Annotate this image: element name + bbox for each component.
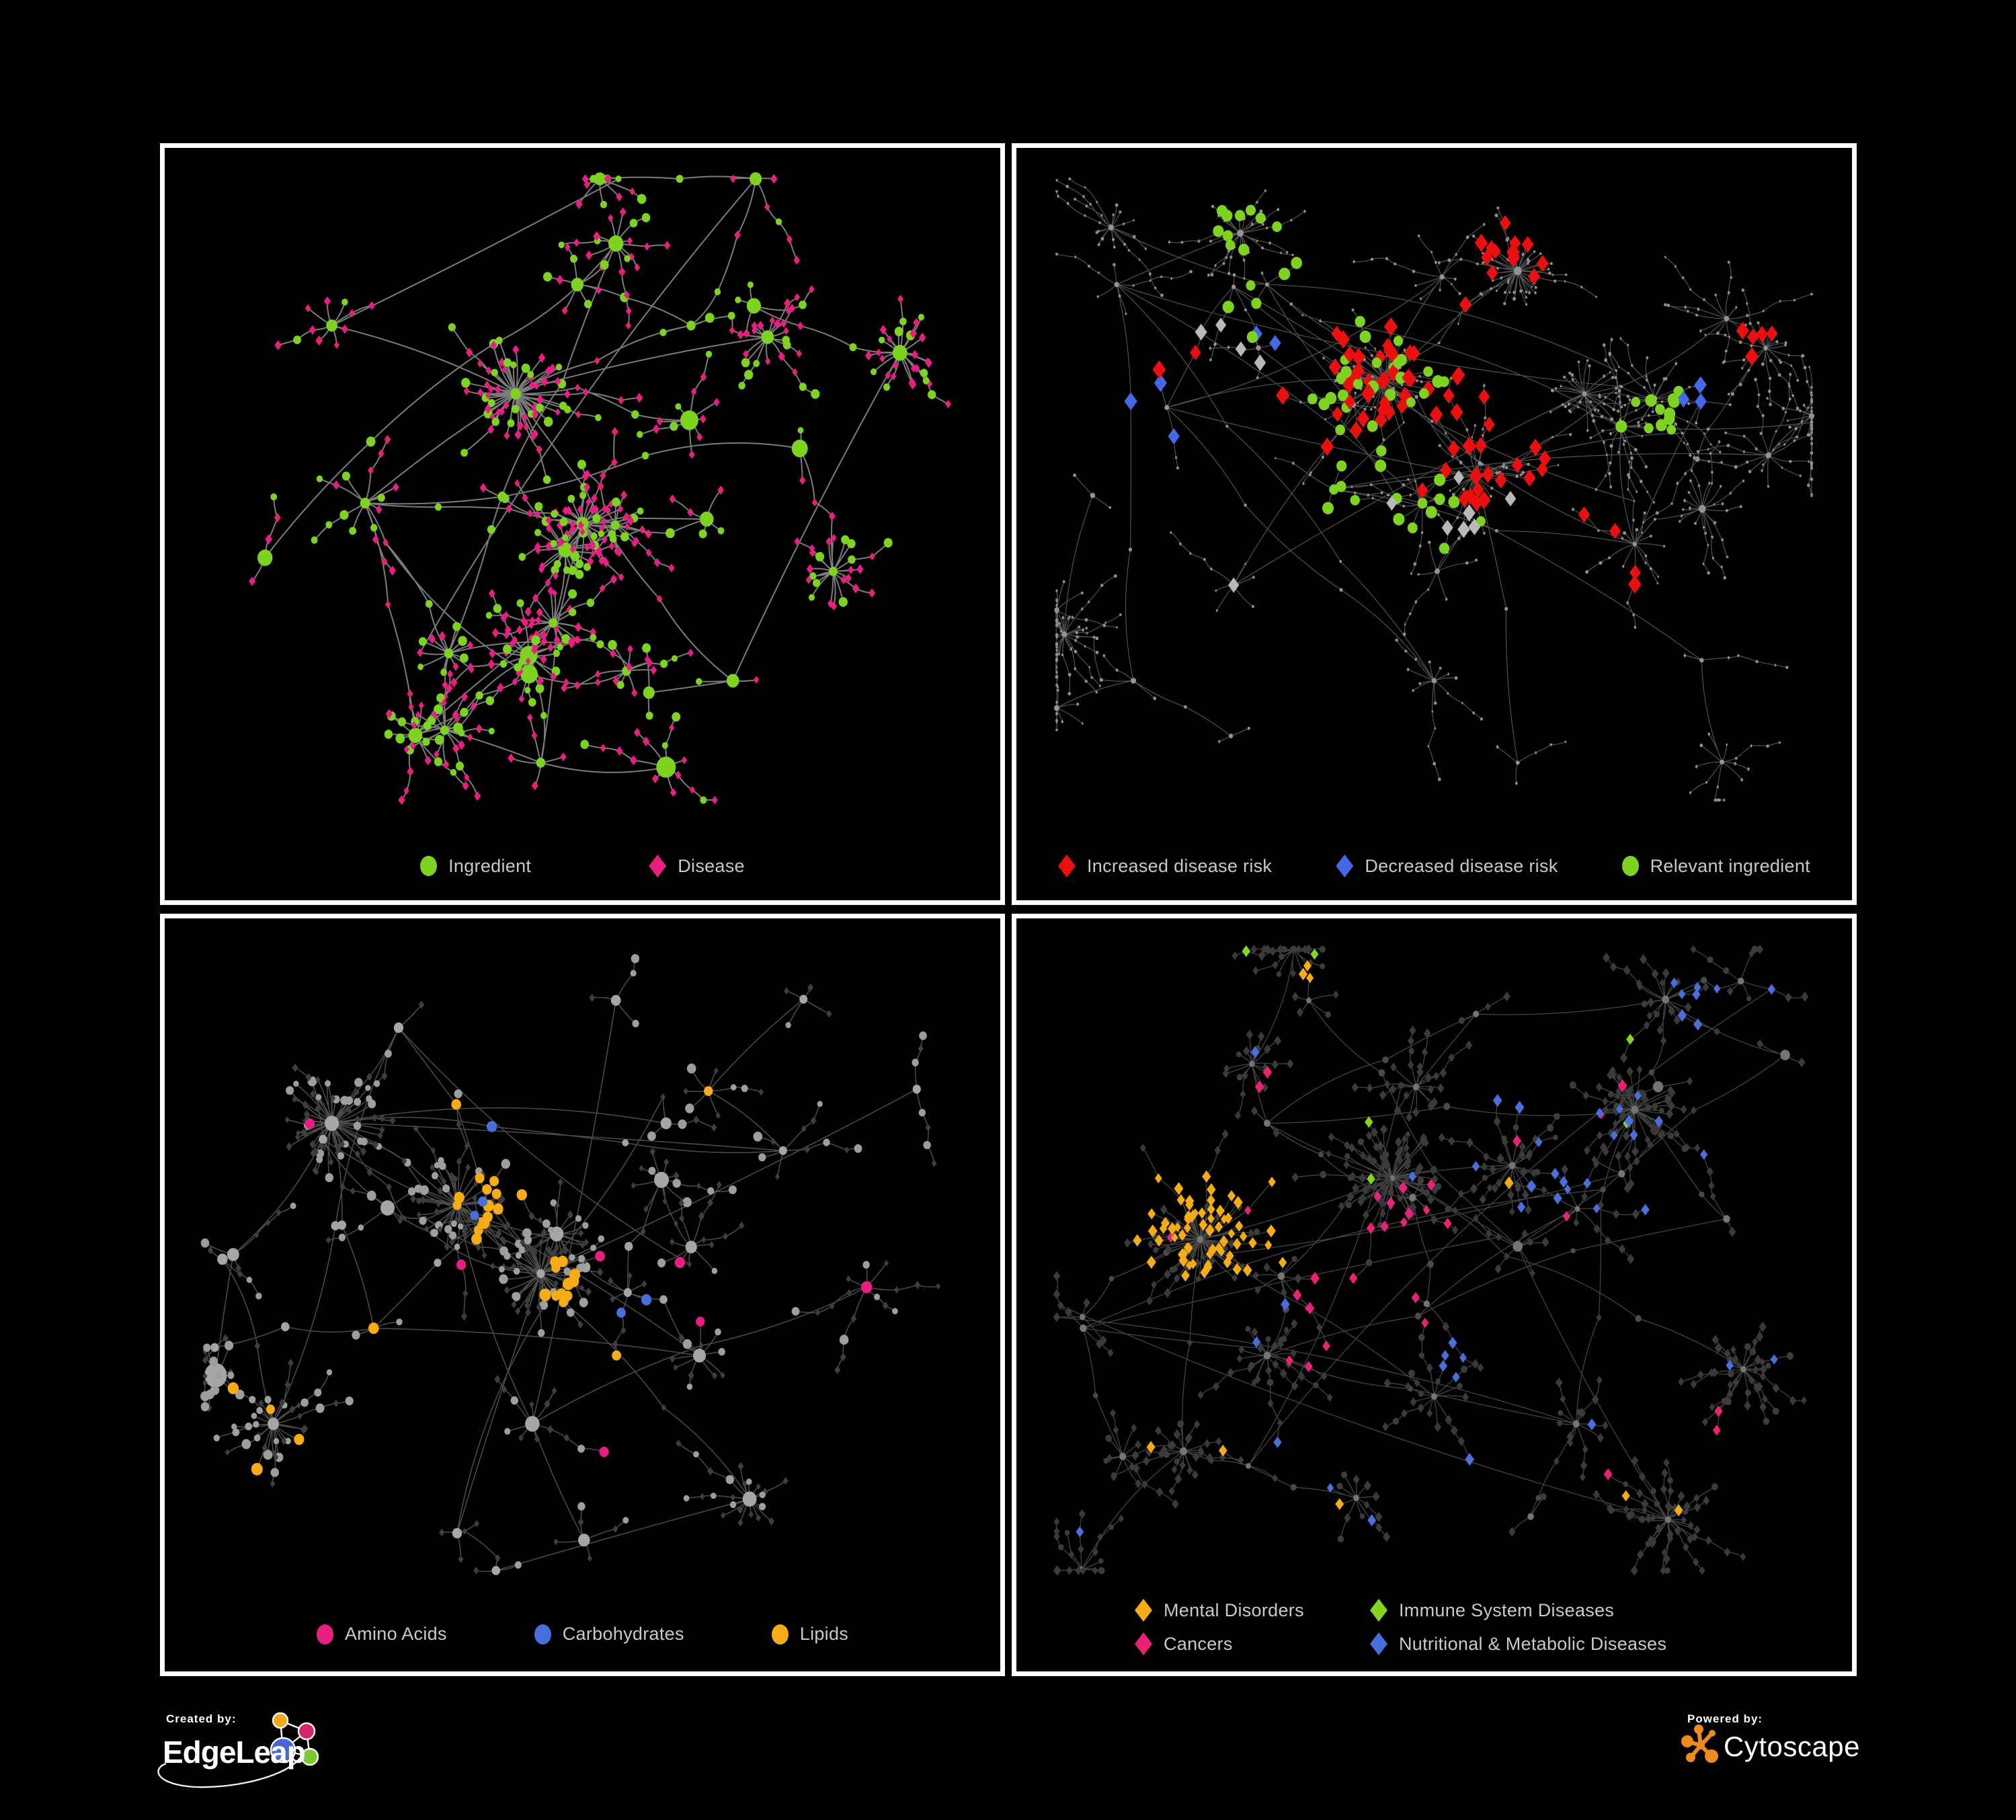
graph-highlight-nodes <box>1124 204 1778 594</box>
legend-label: Lipids <box>799 1624 849 1644</box>
legend-label: Cancers <box>1164 1633 1233 1654</box>
edgeleap-swoosh <box>157 1757 301 1788</box>
graph-edges <box>204 958 939 1573</box>
legend: Mental Disorders Immune System Diseases Ca… <box>1016 1599 1852 1655</box>
panel-disease-risk: Increased disease risk Decreased disease … <box>1012 143 1857 905</box>
legend-item: Cancers <box>1135 1632 1370 1655</box>
legend-marker-diamond-icon <box>1370 1599 1387 1622</box>
legend-item: Immune System Diseases <box>1370 1599 1666 1622</box>
legend-item: Increased disease risk <box>1058 855 1272 877</box>
legend-marker-diamond-icon <box>1135 1599 1152 1622</box>
legend-marker-diamond-icon <box>1370 1632 1387 1655</box>
legend-label: Immune System Diseases <box>1399 1599 1615 1620</box>
legend-item: Lipids <box>771 1624 849 1645</box>
graph-edges <box>1055 178 1814 801</box>
panel-grid: Ingredient Disease Increased disease risk… <box>160 143 1857 1676</box>
legend-label: Disease <box>678 855 745 876</box>
legend-label: Ingredient <box>448 855 532 876</box>
legend-label: Increased disease risk <box>1087 855 1273 876</box>
legend: Ingredient Disease <box>165 855 1000 877</box>
legend-marker-circle-icon <box>771 1624 789 1645</box>
legend-item: Ingredient <box>420 856 531 877</box>
panel-disease-categories: Mental Disorders Immune System Diseases Ca… <box>1012 914 1857 1676</box>
legend-item: Relevant ingredient <box>1621 855 1810 877</box>
graph-base-nodes <box>1053 944 1809 1576</box>
panel-nutrient-classes: Amino Acids Carbohydrates Lipids <box>160 914 1005 1676</box>
legend: Amino Acids Carbohydrates Lipids <box>165 1624 1000 1645</box>
legend-marker-diamond-icon <box>1336 855 1354 877</box>
disease-risk-network <box>1054 177 1814 802</box>
graph-base-nodes <box>200 954 940 1575</box>
legend: Increased disease risk Decreased disease … <box>1016 855 1852 877</box>
legend-label: Nutritional & Metabolic Diseases <box>1399 1633 1667 1654</box>
cytoscape-logo: Cytoscape <box>1681 1725 1860 1763</box>
legend-item: Mental Disorders <box>1135 1599 1370 1622</box>
powered-by-label: Powered by: <box>1687 1712 1763 1725</box>
legend-marker-circle-icon <box>316 1624 333 1645</box>
legend-label: Mental Disorders <box>1164 1599 1304 1620</box>
graph-edges <box>1055 948 1806 1571</box>
legend-item: Amino Acids <box>316 1624 447 1645</box>
panel-ingredient-disease: Ingredient Disease <box>160 143 1005 905</box>
legend-item: Disease <box>649 855 745 877</box>
cytoscape-icon <box>1681 1725 1718 1763</box>
legend-marker-circle-icon <box>420 856 438 876</box>
cytoscape-wordmark: Cytoscape <box>1724 1731 1860 1762</box>
edgeleap-logo: EdgeLeap <box>157 1712 319 1788</box>
ingredient-disease-network <box>249 172 951 805</box>
edgeleap-wordmark: EdgeLeap <box>163 1735 305 1770</box>
created-by-label: Created by: <box>166 1712 237 1725</box>
disease-categories-network <box>1053 944 1809 1576</box>
legend-label: Amino Acids <box>344 1624 447 1644</box>
legend-label: Carbohydrates <box>562 1624 684 1644</box>
edgeleap-node-glyph <box>270 1712 319 1766</box>
graph-highlight-nodes <box>227 1086 873 1476</box>
legend-marker-diamond-icon <box>649 855 667 877</box>
legend-item: Carbohydrates <box>534 1624 684 1645</box>
legend-marker-diamond-icon <box>1135 1632 1152 1655</box>
legend-item: Decreased disease risk <box>1336 855 1558 877</box>
nutrient-classes-network <box>200 954 940 1575</box>
legend-label: Relevant ingredient <box>1650 855 1810 876</box>
graph-base-nodes <box>249 172 951 805</box>
legend-label: Decreased disease risk <box>1365 855 1558 876</box>
legend-marker-diamond-icon <box>1058 855 1076 877</box>
graph-base-nodes <box>1054 177 1814 802</box>
legend-marker-circle-icon <box>534 1624 551 1645</box>
legend-item: Nutritional & Metabolic Diseases <box>1370 1632 1666 1655</box>
legend-marker-circle-icon <box>1621 856 1639 876</box>
